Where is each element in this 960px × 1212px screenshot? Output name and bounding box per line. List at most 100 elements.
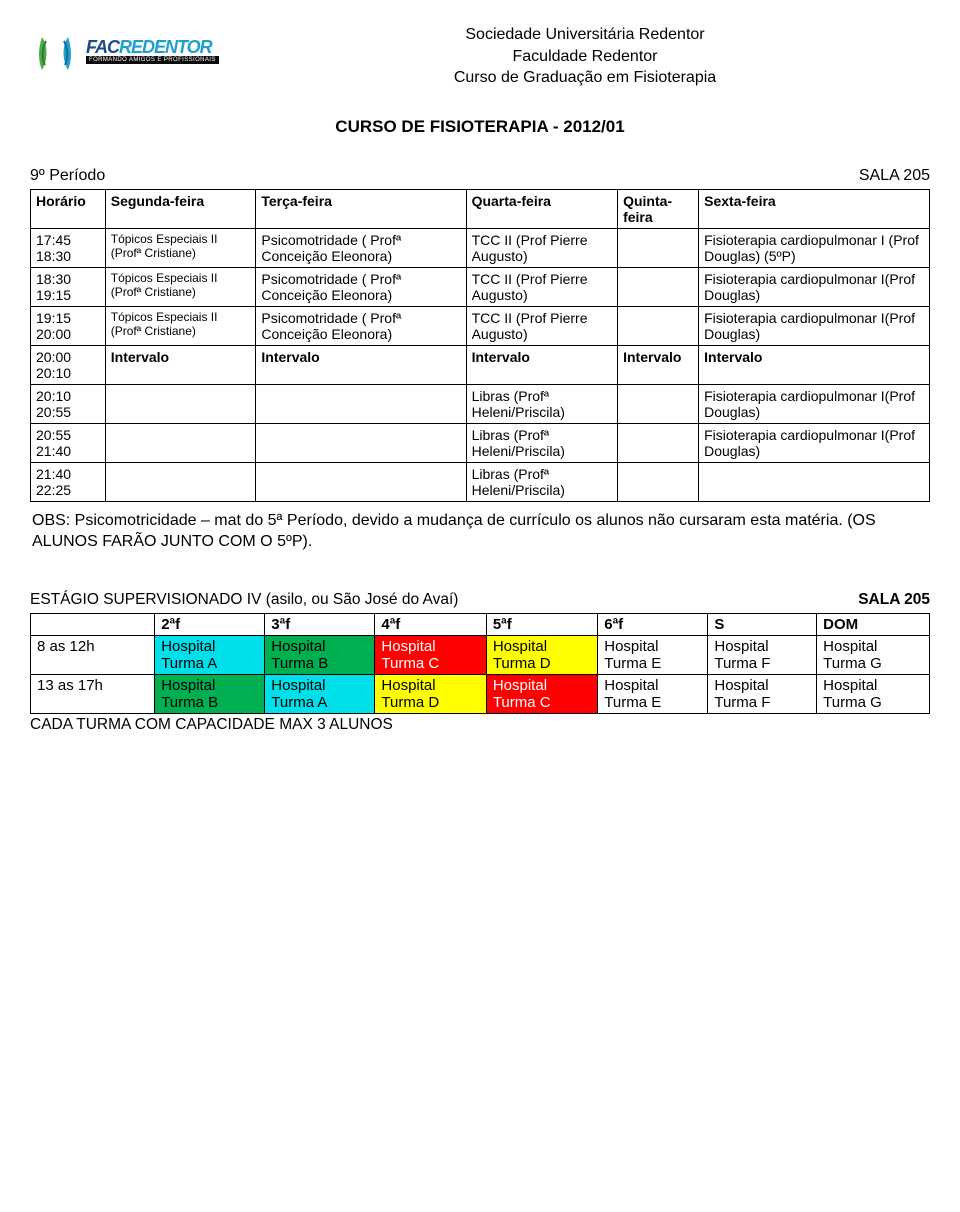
estagio-cell: HospitalTurma G [817, 635, 930, 674]
estagio-time-cell: 13 as 17h [31, 674, 155, 713]
estagio-cell: HospitalTurma B [265, 635, 375, 674]
schedule-header-cell: Segunda-feira [105, 189, 256, 228]
schedule-cell [618, 267, 699, 306]
schedule-cell: Fisioterapia cardiopulmonar I(Prof Dougl… [699, 267, 930, 306]
estagio-cell: HospitalTurma D [375, 674, 486, 713]
schedule-cell [618, 384, 699, 423]
schedule-row: 20:00 20:10IntervaloIntervaloIntervaloIn… [31, 345, 930, 384]
estagio-cell: HospitalTurma B [155, 674, 265, 713]
schedule-header-cell: Sexta-feira [699, 189, 930, 228]
schedule-cell [618, 423, 699, 462]
sala-label: SALA 205 [859, 167, 930, 185]
estagio-cell: HospitalTurma D [486, 635, 597, 674]
schedule-cell: Fisioterapia cardiopulmonar I(Prof Dougl… [699, 306, 930, 345]
schedule-cell: TCC II (Prof Pierre Augusto) [466, 267, 618, 306]
estagio-header-cell: S [708, 613, 817, 635]
schedule-row: 21:40 22:25 Libras (Profª Heleni/Priscila… [31, 462, 930, 501]
schedule-row: 20:10 20:55 Libras (Profª Heleni/Priscila… [31, 384, 930, 423]
schedule-time-cell: 20:55 21:40 [31, 423, 106, 462]
estagio-title-row: ESTÁGIO SUPERVISIONADO IV (asilo, ou São… [30, 591, 930, 609]
estagio-cell: HospitalTurma G [817, 674, 930, 713]
estagio-time-cell: 8 as 12h [31, 635, 155, 674]
estagio-cell: Hospital Turma A [265, 674, 375, 713]
schedule-time-cell: 20:10 20:55 [31, 384, 106, 423]
schedule-cell [699, 462, 930, 501]
estagio-table: 2ªf3ªf4ªf5ªf6ªfSDOM 8 as 12hHospitalTurm… [30, 613, 930, 714]
estagio-header-cell: 2ªf [155, 613, 265, 635]
schedule-table: HorárioSegunda-feiraTerça-feiraQuarta-fe… [30, 189, 930, 502]
schedule-cell: Fisioterapia cardiopulmonar I(Prof Dougl… [699, 384, 930, 423]
schedule-cell [256, 423, 466, 462]
schedule-body: 17:45 18:30Tópicos Especiais II (Profª C… [31, 228, 930, 501]
estagio-cell: HospitalTurma A [155, 635, 265, 674]
inst-line-3: Curso de Graduação em Fisioterapia [240, 67, 930, 89]
estagio-header-cell [31, 613, 155, 635]
logo-fac: FAC [86, 37, 119, 57]
schedule-cell: TCC II (Prof Pierre Augusto) [466, 228, 618, 267]
estagio-header-cell: DOM [817, 613, 930, 635]
schedule-cell: Fisioterapia cardiopulmonar I(Prof Dougl… [699, 423, 930, 462]
schedule-time-cell: 17:45 18:30 [31, 228, 106, 267]
schedule-header-cell: Quinta-feira [618, 189, 699, 228]
schedule-cell [618, 228, 699, 267]
schedule-cell: Libras (Profª Heleni/Priscila) [466, 462, 618, 501]
inst-line-1: Sociedade Universitária Redentor [240, 24, 930, 46]
schedule-header-cell: Terça-feira [256, 189, 466, 228]
schedule-cell: Libras (Profª Heleni/Priscila) [466, 384, 618, 423]
schedule-time-cell: 20:00 20:10 [31, 345, 106, 384]
estagio-header-cell: 6ªf [598, 613, 708, 635]
estagio-row: 8 as 12hHospitalTurma AHospitalTurma B Ho… [31, 635, 930, 674]
schedule-cell: Psicomotridade ( Profª Conceição Eleonor… [256, 267, 466, 306]
logo-redentor: REDENTOR [119, 37, 212, 57]
schedule-cell: Intervalo [466, 345, 618, 384]
schedule-cell: Intervalo [618, 345, 699, 384]
estagio-cell: HospitalTurma C [486, 674, 597, 713]
schedule-cell: Intervalo [105, 345, 256, 384]
schedule-row: 19:15 20:00Tópicos Especiais II (Profª C… [31, 306, 930, 345]
estagio-footer: CADA TURMA COM CAPACIDADE MAX 3 ALUNOS [30, 716, 930, 734]
schedule-cell: Tópicos Especiais II (Profª Cristiane) [105, 306, 256, 345]
schedule-row: 20:55 21:40 Libras (Profª Heleni/Priscila… [31, 423, 930, 462]
inst-line-2: Faculdade Redentor [240, 46, 930, 68]
estagio-row: 13 as 17hHospitalTurma BHospital Turma A… [31, 674, 930, 713]
schedule-cell [618, 306, 699, 345]
schedule-cell: Psicomotridade ( Profª Conceição Eleonor… [256, 306, 466, 345]
schedule-cell: Tópicos Especiais II (Profª Cristiane) [105, 267, 256, 306]
schedule-header-cell: Horário [31, 189, 106, 228]
schedule-header-row: HorárioSegunda-feiraTerça-feiraQuarta-fe… [31, 189, 930, 228]
estagio-title: ESTÁGIO SUPERVISIONADO IV (asilo, ou São… [30, 591, 458, 609]
page-header: FACREDENTOR FORMANDO AMIGOS E PROFISSION… [30, 20, 930, 89]
estagio-cell: HospitalTurma E [598, 635, 708, 674]
estagio-header-row: 2ªf3ªf4ªf5ªf6ªfSDOM [31, 613, 930, 635]
obs-note: OBS: Psicomotricidade – mat do 5ª Períod… [32, 510, 928, 553]
logo: FACREDENTOR FORMANDO AMIGOS E PROFISSION… [30, 20, 220, 80]
estagio-body: 8 as 12hHospitalTurma AHospitalTurma BHo… [31, 635, 930, 713]
estagio-header-cell: 3ªf [265, 613, 375, 635]
schedule-cell: Intervalo [256, 345, 466, 384]
schedule-cell [256, 384, 466, 423]
estagio-cell: HospitalTurma E [598, 674, 708, 713]
schedule-time-cell: 19:15 20:00 [31, 306, 106, 345]
schedule-cell [105, 423, 256, 462]
course-title: CURSO DE FISIOTERAPIA - 2012/01 [30, 117, 930, 137]
logo-laurel-icon [30, 25, 80, 75]
schedule-row: 17:45 18:30Tópicos Especiais II (Profª C… [31, 228, 930, 267]
logo-tagline: FORMANDO AMIGOS E PROFISSIONAIS [86, 56, 219, 64]
schedule-cell: Intervalo [699, 345, 930, 384]
schedule-time-cell: 21:40 22:25 [31, 462, 106, 501]
schedule-cell: TCC II (Prof Pierre Augusto) [466, 306, 618, 345]
schedule-cell [105, 462, 256, 501]
estagio-sala: SALA 205 [858, 591, 930, 609]
schedule-header-cell: Quarta-feira [466, 189, 618, 228]
schedule-cell: Fisioterapia cardiopulmonar I (Prof Doug… [699, 228, 930, 267]
estagio-cell: HospitalTurma F [708, 635, 817, 674]
schedule-time-cell: 18:30 19:15 [31, 267, 106, 306]
estagio-header-cell: 4ªf [375, 613, 486, 635]
estagio-header-cell: 5ªf [486, 613, 597, 635]
schedule-cell [256, 462, 466, 501]
schedule-cell: Libras (Profª Heleni/Priscila) [466, 423, 618, 462]
institutional-lines: Sociedade Universitária Redentor Faculda… [240, 20, 930, 89]
estagio-cell: HospitalTurma F [708, 674, 817, 713]
schedule-cell [618, 462, 699, 501]
period-label: 9º Período [30, 167, 105, 185]
